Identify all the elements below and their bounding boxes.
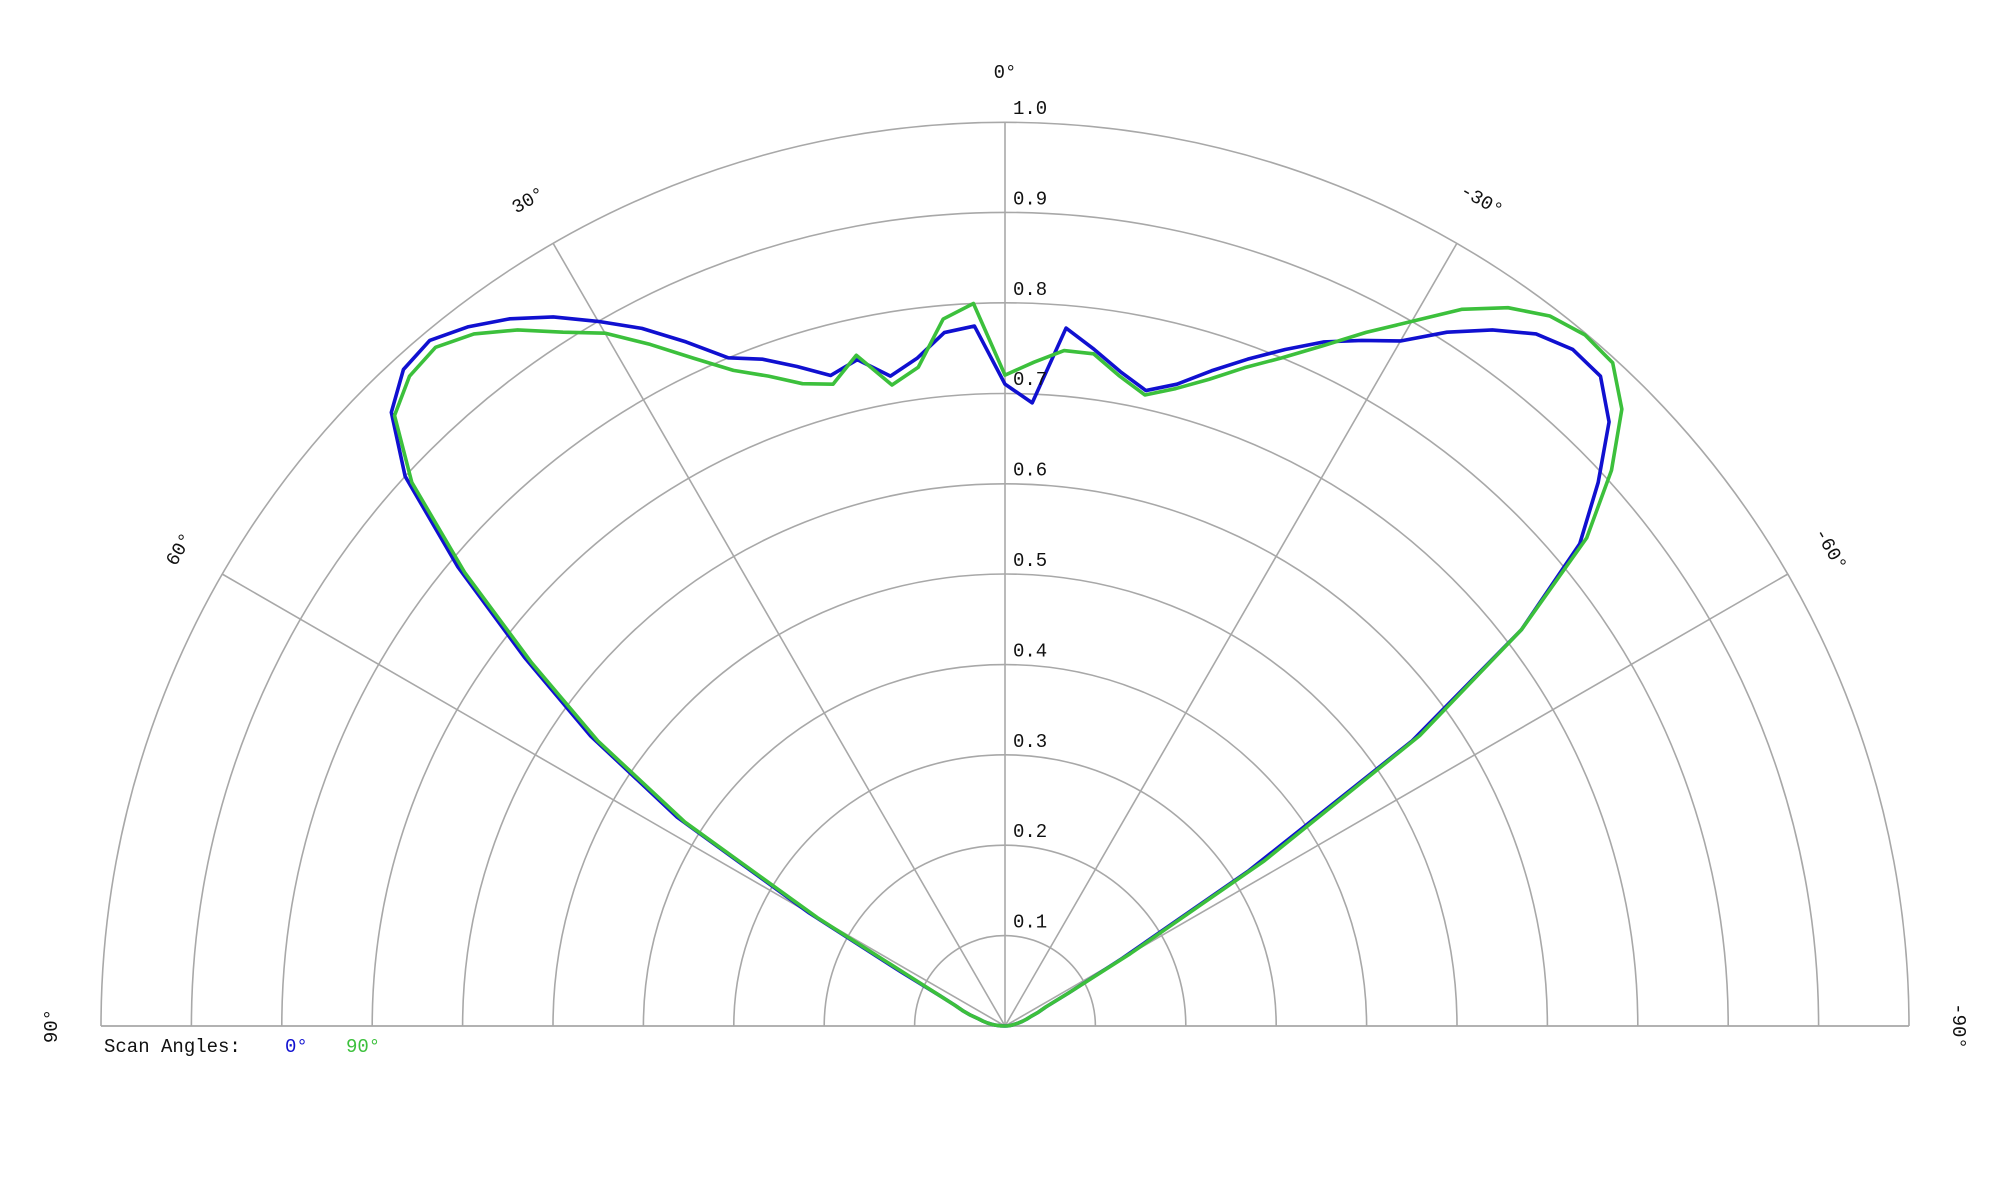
plot-area: [389, 301, 1624, 1028]
legend-entry: 90°: [346, 1036, 380, 1058]
grid-spoke: [221, 573, 1006, 1027]
legend-entry: 0°: [285, 1036, 308, 1058]
r-tick-label: 1.0: [1013, 98, 1047, 120]
theta-tick-label: -60°: [1809, 524, 1851, 574]
theta-tick-label: -30°: [1456, 180, 1506, 222]
r-tick-label: 0.2: [1013, 821, 1047, 843]
r-tick-label: 0.7: [1013, 369, 1047, 391]
r-tick-label: 0.1: [1013, 912, 1047, 934]
theta-tick-label: 90°: [41, 1009, 63, 1043]
series-line: [389, 315, 1611, 1028]
grid-spoke: [552, 242, 1006, 1027]
theta-tick-label: 60°: [162, 529, 198, 570]
legend-title: Scan Angles:: [104, 1036, 241, 1058]
r-tick-label: 0.6: [1013, 460, 1047, 482]
theta-tick-label: 0°: [994, 62, 1017, 84]
grid-spoke: [1004, 242, 1458, 1027]
r-tick-label: 0.3: [1013, 731, 1047, 753]
theta-tick-label: -90°: [1947, 1003, 1969, 1049]
series-line: [392, 301, 1624, 1028]
r-tick-label: 0.9: [1013, 188, 1047, 210]
grid: [100, 121, 1910, 1027]
r-tick-label: 0.4: [1013, 640, 1047, 662]
r-tick-label: 0.8: [1013, 279, 1047, 301]
r-tick-label: 0.5: [1013, 550, 1047, 572]
theta-tick-label: 30°: [508, 183, 549, 219]
